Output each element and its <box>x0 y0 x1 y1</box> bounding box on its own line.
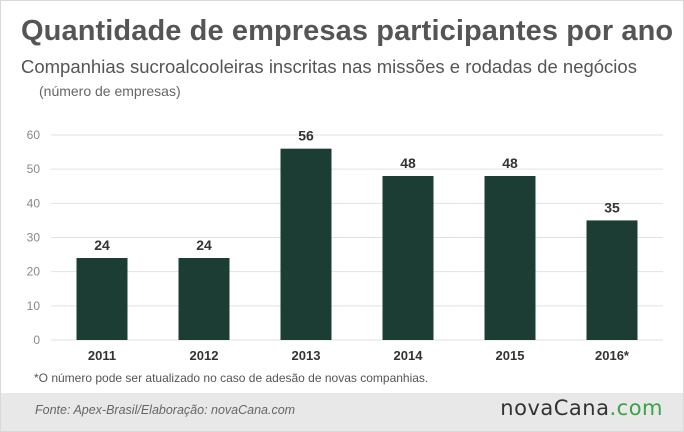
bar <box>280 148 332 340</box>
bar <box>178 258 230 340</box>
data-label: 24 <box>196 237 212 253</box>
brand-name: novaCana <box>500 396 610 420</box>
x-tick-label: 2015 <box>496 348 525 363</box>
y-tick-label: 30 <box>27 231 41 245</box>
y-tick-label: 60 <box>27 128 41 142</box>
data-label: 24 <box>94 237 110 253</box>
chart-title: Quantidade de empresas participantes por… <box>21 15 674 47</box>
data-label: 48 <box>400 155 416 171</box>
footnote: *O número pode ser atualizado no caso de… <box>34 371 429 385</box>
x-tick-label: 2012 <box>190 348 219 363</box>
chart-subtitle: Companhias sucroalcooleiras inscritas na… <box>21 56 637 77</box>
data-label: 48 <box>502 155 518 171</box>
bar <box>586 220 638 340</box>
y-axis-units: (número de empresas) <box>39 83 181 99</box>
x-tick-label: 2013 <box>292 348 321 363</box>
y-tick-label: 50 <box>27 162 41 176</box>
brand-logo: novaCana.com <box>500 396 663 420</box>
data-label: 56 <box>298 128 314 144</box>
y-tick-label: 10 <box>27 299 41 313</box>
y-tick-label: 40 <box>27 196 41 210</box>
brand-domain: .com <box>609 396 663 420</box>
data-label: 35 <box>604 199 620 215</box>
x-tick-label: 2011 <box>88 348 116 363</box>
footer-bar: Fonte: Apex-Brasil/Elaboração: novaCana.… <box>1 393 683 431</box>
bar <box>484 176 536 340</box>
x-tick-label: 2014 <box>394 348 424 363</box>
y-tick-label: 20 <box>27 265 41 279</box>
bar <box>382 176 434 340</box>
x-tick-label: 2016* <box>595 348 630 363</box>
bar <box>76 258 128 340</box>
source-note: Fonte: Apex-Brasil/Elaboração: novaCana.… <box>35 403 296 417</box>
y-tick-label: 0 <box>33 333 40 347</box>
